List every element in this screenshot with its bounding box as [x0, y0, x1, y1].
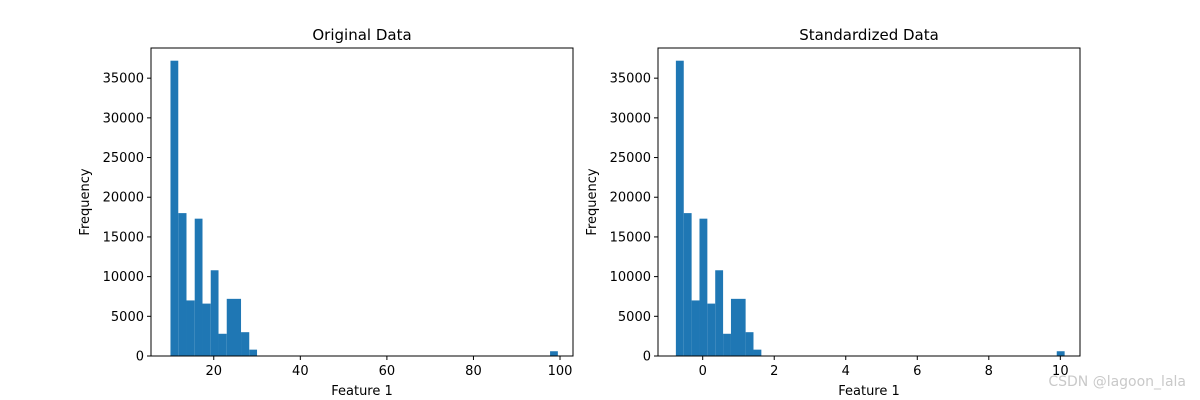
- x-tick-label: 80: [465, 364, 482, 379]
- x-tick-label: 2: [770, 364, 778, 379]
- y-tick-label: 0: [136, 350, 144, 365]
- x-tick-label: 40: [292, 364, 309, 379]
- y-tick-label: 0: [643, 350, 651, 365]
- x-tick-label: 60: [379, 364, 396, 379]
- x-tick-label: 20: [205, 364, 222, 379]
- x-tick-label: 100: [548, 364, 573, 379]
- y-tick-label: 15000: [103, 230, 144, 245]
- histogram-bar: [241, 332, 250, 356]
- histogram-bar: [226, 298, 242, 356]
- histogram-bar: [550, 351, 558, 356]
- x-tick-label: 6: [913, 364, 921, 379]
- histogram-bar: [723, 333, 731, 356]
- y-tick-label: 30000: [610, 111, 651, 126]
- subplot-1: 20 40 60 80 100 0 5000 10000 15000 20000 25000 3000…: [78, 26, 574, 399]
- histogram-bar: [707, 303, 716, 356]
- histogram-bar: [730, 298, 746, 356]
- y-axis-label: Frequency: [585, 168, 600, 235]
- histogram-bar: [210, 270, 219, 356]
- watermark-text: CSDN @lagoon_lala: [1048, 374, 1186, 390]
- histogram-bar: [218, 333, 227, 356]
- histogram-bar: [753, 349, 762, 356]
- chart-title: Original Data: [312, 26, 411, 44]
- histogram-bar: [699, 218, 708, 356]
- histogram-bar: [691, 300, 700, 356]
- histogram-bar: [170, 60, 179, 357]
- x-tick-label: 4: [842, 364, 850, 379]
- histogram-bar: [186, 300, 195, 356]
- chart-title: Standardized Data: [799, 26, 939, 44]
- y-tick-label: 25000: [103, 151, 144, 166]
- y-tick-label: 10000: [610, 270, 651, 285]
- histogram-bar: [683, 213, 692, 356]
- axes-frame: [657, 47, 1081, 357]
- x-axis-label: Feature 1: [838, 384, 900, 399]
- x-tick-label: 8: [985, 364, 993, 379]
- histogram-bar: [675, 60, 684, 357]
- y-tick-label: 20000: [610, 191, 651, 206]
- histogram-bar: [745, 332, 754, 356]
- y-tick-label: 5000: [111, 310, 144, 325]
- histogram-bar: [249, 349, 258, 356]
- x-axis-label: Feature 1: [331, 384, 393, 399]
- y-tick-label: 15000: [610, 230, 651, 245]
- histogram-bar: [202, 303, 211, 356]
- x-tick-label: 0: [699, 364, 707, 379]
- y-tick-label: 20000: [103, 191, 144, 206]
- subplot-2: 0 2 4 6 8 10 0 5000 10000 15000 20000 25000 30000 350…: [585, 26, 1081, 399]
- y-tick-label: 25000: [610, 151, 651, 166]
- y-tick-label: 10000: [103, 270, 144, 285]
- histogram-bar: [1056, 351, 1065, 356]
- y-axis-label: Frequency: [78, 168, 93, 235]
- y-tick-label: 30000: [103, 111, 144, 126]
- axes-frame: [150, 47, 574, 357]
- y-tick-label: 35000: [610, 72, 651, 87]
- histogram-bar: [194, 218, 203, 356]
- histogram-bar: [178, 213, 187, 356]
- histogram-bar: [715, 270, 724, 356]
- y-tick-label: 35000: [103, 72, 144, 87]
- y-tick-label: 5000: [618, 310, 651, 325]
- x-tick-label: 10: [1052, 364, 1069, 379]
